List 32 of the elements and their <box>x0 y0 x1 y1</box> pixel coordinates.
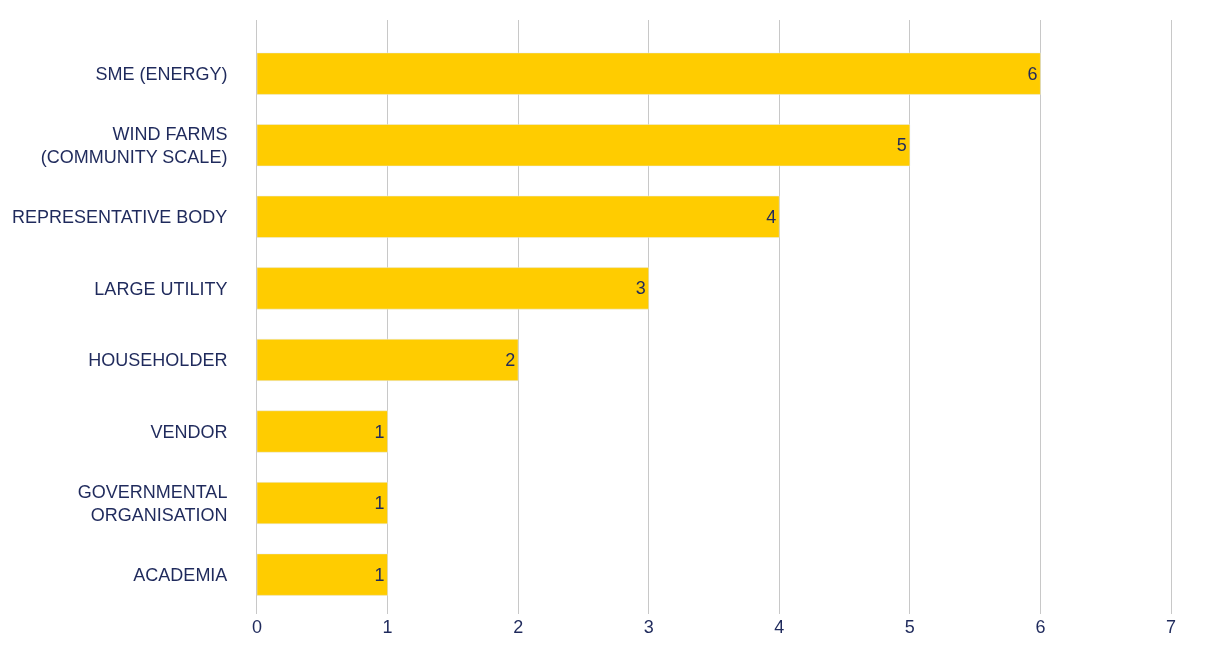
data-label: 1 <box>374 421 385 442</box>
y-tick-label: HOUSEHOLDER <box>88 350 228 371</box>
data-label: 6 <box>1027 63 1038 84</box>
x-tick-label: 1 <box>382 617 393 637</box>
x-tick-label: 4 <box>774 617 785 637</box>
data-label: 1 <box>374 493 385 514</box>
bar <box>257 195 780 238</box>
data-label: 2 <box>505 349 516 370</box>
y-tick-label: REPRESENTATIVE BODY <box>12 207 228 228</box>
y-tick-label: ACADEMIA <box>133 564 228 585</box>
data-label: 4 <box>766 206 777 227</box>
bar <box>257 553 388 596</box>
bar <box>257 124 911 167</box>
bar <box>257 52 1041 95</box>
x-tick-label: 7 <box>1165 617 1177 637</box>
y-tick-label: WIND FARMS (COMMUNITY SCALE) <box>40 123 228 168</box>
data-label: 5 <box>896 135 907 156</box>
y-tick-label: LARGE UTILITY <box>94 278 228 299</box>
y-tick-label: GOVERNMENTAL ORGANISATION <box>77 481 228 526</box>
x-tick-label: 5 <box>904 617 915 637</box>
x-tick-label: 3 <box>643 617 654 637</box>
y-tick-label: SME (ENERGY) <box>95 63 228 84</box>
bar <box>257 410 388 453</box>
bar <box>257 267 649 310</box>
data-label: 1 <box>374 564 385 585</box>
bar <box>257 482 388 525</box>
x-tick-label: 6 <box>1035 617 1046 637</box>
data-label: 3 <box>635 278 646 299</box>
y-tick-label: VENDOR <box>150 421 228 442</box>
bar <box>257 338 519 381</box>
x-tick-label: 0 <box>251 617 263 637</box>
x-tick-label: 2 <box>513 617 524 637</box>
